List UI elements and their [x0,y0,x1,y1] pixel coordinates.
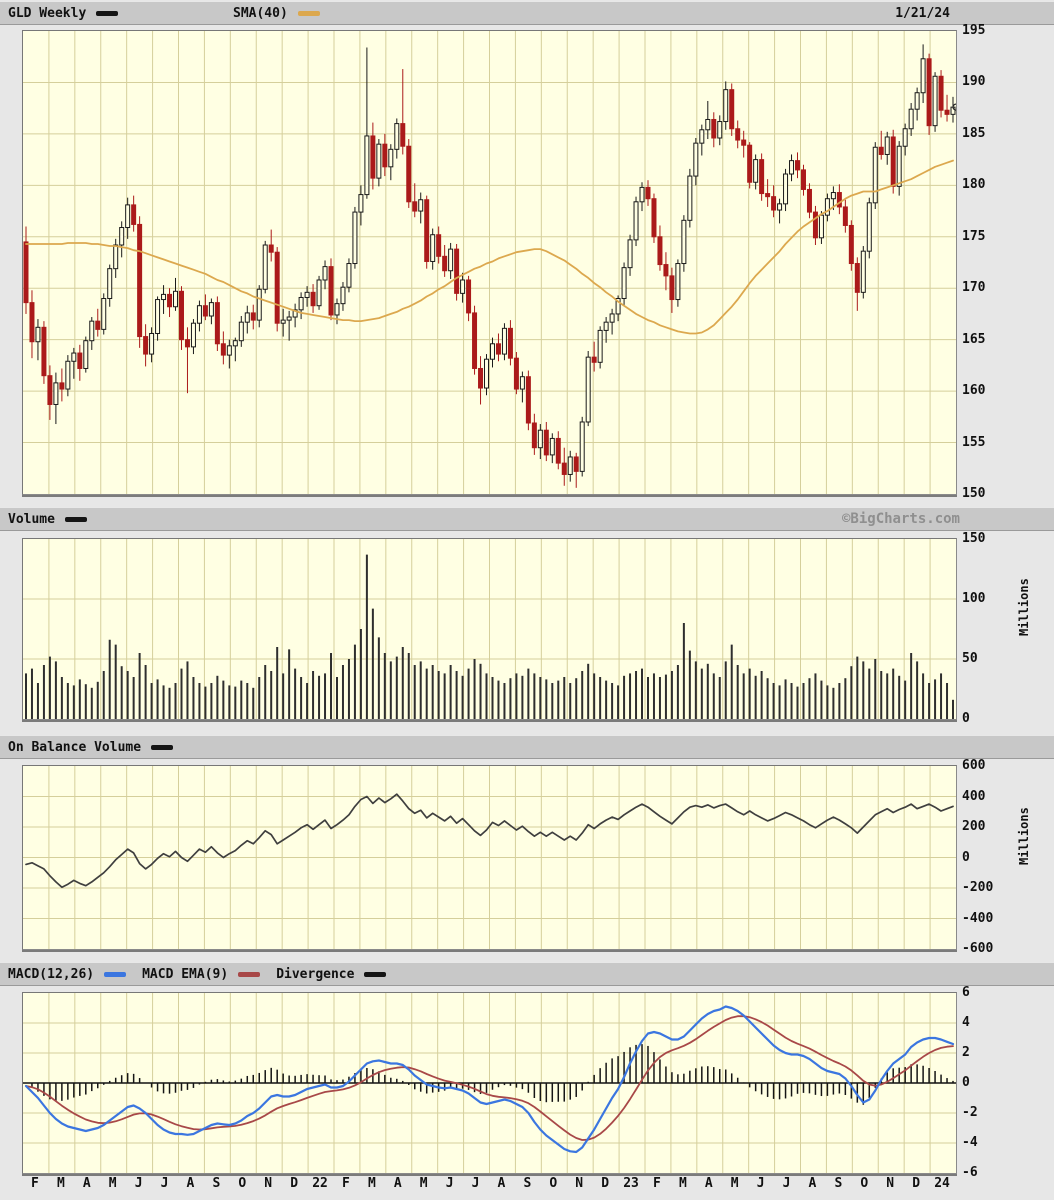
price-chart-plot [22,30,957,495]
x-axis-month-label: N [575,1176,584,1191]
x-axis-month-label: S [523,1176,532,1191]
y-tick-label: 160 [962,383,986,399]
price-legend-dash-icon [96,10,119,16]
x-axis-month-label: S [212,1176,221,1191]
y-tick-label: 0 [962,711,970,726]
y-tick-label: 4 [962,1015,970,1030]
y-tick-label: 165 [962,331,986,347]
x-axis-month-label: A [186,1176,195,1191]
x-axis-month-label: O [549,1176,558,1191]
sma-legend-label: SMA(40) [233,5,288,21]
macd-ema-legend-dash-icon [238,971,261,977]
divergence-legend-dash-icon [364,971,387,977]
x-axis-month-label: J [471,1176,480,1191]
x-axis-month-label: M [678,1176,687,1191]
x-axis-month-label: N [264,1176,273,1191]
y-tick-label: -4 [962,1135,978,1150]
divergence-legend-label: Divergence [276,966,355,982]
x-axis-month-label: D [912,1176,921,1191]
y-tick-label: 190 [962,74,986,90]
x-axis-month-label: A [82,1176,91,1191]
bigcharts-watermark: ©BigCharts.com [841,511,960,527]
x-axis-month-label: S [834,1176,843,1191]
y-tick-label: 195 [962,23,986,38]
x-axis-month-label: N [886,1176,895,1191]
macd-chart-canvas [23,993,956,1173]
x-axis: F M A M J J A S O N D 22 F M A M J J A S O N D 23 F M A M J J A S O N D 24 [0,1176,1054,1196]
macd-panel-header: MACD(12,26) MACD EMA(9) Divergence [0,962,1054,986]
y-tick-label: 400 [962,788,986,804]
volume-chart-plot [22,538,957,720]
obv-legend-dash-icon [151,744,174,750]
y-tick-label: 150 [962,531,986,546]
symbol-title: GLD Weekly [8,5,87,21]
volume-legend-dash-icon [64,516,87,522]
x-axis-month-label: A [393,1176,402,1191]
volume-unit-label: Millions [1017,578,1031,636]
y-tick-label: 150 [962,486,986,501]
x-axis-month-label: J [160,1176,169,1191]
x-axis-month-label: J [782,1176,791,1191]
y-tick-label: 2 [962,1045,970,1060]
x-axis-month-label: A [808,1176,817,1191]
x-axis-month-label: A [704,1176,713,1191]
y-tick-label: -400 [962,910,994,926]
y-tick-label: 200 [962,819,986,834]
y-tick-label: 600 [962,758,986,773]
y-tick-label: 100 [962,591,986,606]
y-tick-label: 180 [962,177,986,193]
obv-unit-label: Millions [1017,807,1031,865]
x-axis-month-label: A [497,1176,506,1191]
y-tick-label: -2 [962,1105,978,1120]
price-panel-header: GLD Weekly SMA(40) 1/21/24 [0,1,1054,25]
y-tick-label: 185 [962,125,986,141]
y-tick-label: -6 [962,1165,978,1180]
price-chart-canvas [23,31,956,494]
x-axis-month-label: D [290,1176,299,1191]
x-axis-month-label: O [860,1176,869,1191]
macd-legend-label: MACD(12,26) [8,966,95,982]
y-tick-label: 170 [962,280,986,296]
x-axis-month-label: 22 [312,1176,328,1191]
obv-chart-plot [22,765,957,950]
x-axis-month-label: J [445,1176,454,1191]
x-axis-month-label: 23 [623,1176,639,1191]
x-axis-month-label: O [238,1176,247,1191]
x-axis-month-label: J [756,1176,765,1191]
x-axis-month-label: F [31,1176,39,1191]
x-axis-month-label: 24 [934,1176,950,1191]
x-axis-month-label: J [134,1176,143,1191]
sma-legend: SMA(40) [233,6,320,21]
y-tick-label: 50 [962,651,978,666]
volume-title: Volume [8,511,55,527]
x-axis-month-label: M [56,1176,65,1191]
x-axis-month-label: F [653,1176,661,1191]
x-axis-month-label: M [419,1176,428,1191]
y-tick-label: 155 [962,434,986,450]
obv-title: On Balance Volume [8,739,142,755]
y-tick-label: 6 [962,985,970,1000]
y-tick-label: 0 [962,849,970,865]
sma-legend-dash-icon [297,10,320,16]
macd-chart-plot [22,992,957,1174]
y-tick-label: -600 [962,941,994,956]
obv-panel-header: On Balance Volume [0,735,1054,759]
volume-chart-canvas [23,539,956,719]
x-axis-month-label: M [730,1176,739,1191]
y-tick-label: -200 [962,880,994,895]
x-axis-month-label: D [601,1176,610,1191]
x-axis-month-label: M [367,1176,376,1191]
x-axis-month-label: M [108,1176,117,1191]
y-tick-label: 0 [962,1075,970,1090]
x-axis-month-label: F [342,1176,350,1191]
macd-legend-dash-icon [104,971,127,977]
macd-ema-legend-label: MACD EMA(9) [142,966,229,982]
volume-panel-header: Volume ©BigCharts.com [0,507,1054,531]
y-tick-label: 175 [962,228,986,244]
obv-chart-canvas [23,766,956,949]
chart-date: 1/21/24 [895,5,950,21]
